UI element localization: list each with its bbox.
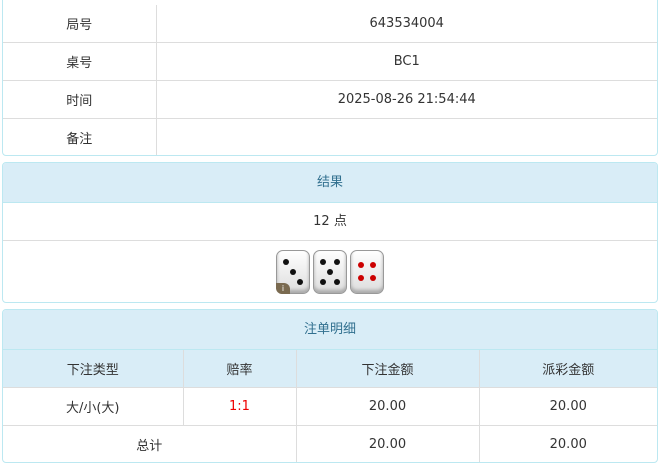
bet-details-panel: 注单明细 下注类型 赔率 下注金额 派彩金额 大/小(大) 1:1 20.00 … (2, 309, 658, 463)
die-pip-icon (297, 279, 303, 285)
header-bet-amount: 下注金额 (295, 350, 480, 388)
label-round: 局号 (3, 5, 157, 43)
die-3-icon: i (276, 250, 310, 294)
table-row: 大/小(大) 1:1 20.00 20.00 (3, 387, 657, 426)
total-amount: 20.00 (295, 425, 480, 462)
die-pip-icon (320, 259, 326, 265)
dice-display: i (3, 241, 657, 302)
die-4-icon (350, 250, 384, 294)
bet-details-title: 注单明细 (3, 310, 657, 350)
die-pip-icon (358, 275, 364, 281)
table-row: 时间 2025-08-26 21:54:44 (3, 80, 657, 119)
die-pip-icon (283, 259, 289, 265)
die-pip-icon (320, 279, 326, 285)
value-remark (155, 118, 657, 155)
bet-amount: 20.00 (295, 387, 480, 426)
die-pip-icon (370, 275, 376, 281)
table-row: 桌号 BC1 (3, 42, 657, 81)
value-round: 643534004 (155, 5, 657, 43)
bet-type: 大/小(大) (3, 387, 184, 426)
result-panel: 结果 12 点 i (2, 162, 658, 303)
table-row: 局号 643534004 (3, 5, 657, 43)
label-remark: 备注 (3, 118, 157, 155)
total-payout: 20.00 (478, 425, 657, 462)
total-label: 总计 (3, 425, 297, 462)
die-pip-icon (370, 262, 376, 268)
label-table: 桌号 (3, 42, 157, 81)
table-row: 备注 (3, 118, 657, 155)
die-pip-icon (327, 269, 333, 275)
die-5-icon (313, 250, 347, 294)
die-pip-icon (334, 259, 340, 265)
header-odds: 赔率 (182, 350, 297, 388)
total-row: 总计 20.00 20.00 (3, 425, 657, 462)
header-bet-type: 下注类型 (3, 350, 184, 388)
value-table: BC1 (155, 42, 657, 81)
bet-payout: 20.00 (478, 387, 657, 426)
header-payout: 派彩金额 (478, 350, 657, 388)
die-pip-icon (290, 269, 296, 275)
bet-odds: 1:1 (182, 387, 297, 426)
round-info-panel: 局号 643534004 桌号 BC1 时间 2025-08-26 21:54:44 … (2, 0, 658, 156)
result-points: 12 点 (3, 203, 657, 241)
die-pip-icon (334, 279, 340, 285)
info-badge-icon[interactable]: i (276, 283, 290, 294)
die-pip-icon (358, 262, 364, 268)
label-time: 时间 (3, 80, 157, 119)
value-time: 2025-08-26 21:54:44 (155, 80, 657, 119)
table-header-row: 下注类型 赔率 下注金额 派彩金额 (3, 350, 657, 388)
result-title: 结果 (3, 163, 657, 203)
